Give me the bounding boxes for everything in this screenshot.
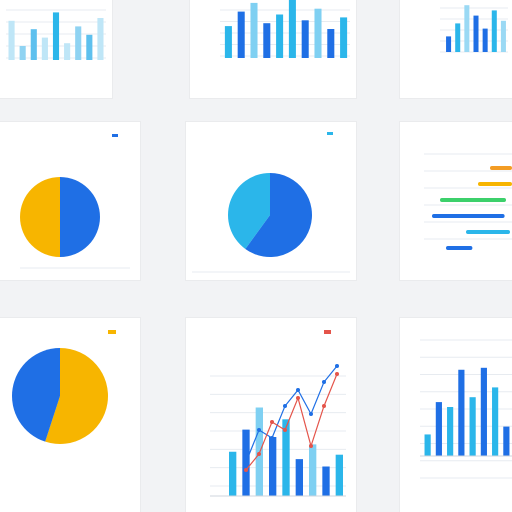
chart-9-bar	[435, 402, 442, 456]
chart-8-bar	[309, 444, 317, 496]
chart-3-bar	[491, 10, 497, 52]
chart-5	[192, 132, 350, 273]
chart-7	[12, 330, 116, 444]
chart-8-point	[270, 420, 274, 424]
pie-slice	[45, 348, 109, 444]
chart-8-point	[296, 388, 300, 392]
chart-3-bar	[473, 15, 479, 53]
chart-2-bar	[314, 8, 322, 58]
chart-2-bar	[250, 2, 258, 58]
chart-8-point	[296, 396, 300, 400]
chart-2	[220, 0, 350, 59]
chart-8-point	[257, 452, 261, 456]
chart-1-bar	[41, 37, 48, 60]
chart-1-bar	[86, 34, 93, 60]
chart-1-bar	[97, 18, 104, 60]
legend-swatch	[112, 134, 118, 137]
chart-9-bar	[492, 387, 499, 456]
chart-9-bar	[424, 434, 431, 456]
chart-6-bar	[446, 246, 473, 250]
panel-6	[400, 122, 512, 280]
panel-2	[190, 0, 356, 98]
pie-slice	[12, 348, 60, 442]
chart-8-line	[245, 373, 338, 471]
pie-slice	[20, 177, 60, 257]
chart-8-point	[283, 404, 287, 408]
chart-8-point	[322, 404, 326, 408]
panel-8	[186, 318, 356, 512]
chart-1-bar	[64, 43, 71, 60]
chart-8	[210, 330, 346, 497]
chart-8-line	[245, 365, 338, 463]
chart-3	[440, 5, 508, 53]
pie-slice	[228, 173, 270, 249]
chart-3-bar	[455, 23, 461, 52]
legend-swatch	[324, 330, 331, 334]
chart-2-bar	[340, 17, 348, 58]
chart-8-point	[270, 436, 274, 440]
panel-5	[186, 122, 356, 280]
chart-3-bar	[464, 5, 470, 52]
chart-3-bar	[446, 36, 452, 52]
chart-2-bar	[224, 26, 232, 58]
chart-9	[420, 339, 512, 479]
chart-2-bar	[301, 20, 309, 58]
panel-7	[0, 318, 140, 512]
chart-1-bar	[19, 46, 26, 60]
chart-2-bar	[263, 23, 271, 58]
chart-8-point	[309, 444, 313, 448]
chart-1-bar	[30, 29, 37, 60]
chart-9-bar	[469, 397, 476, 456]
chart-8-bar	[322, 466, 330, 496]
chart-1	[6, 9, 106, 60]
chart-9-bar	[458, 369, 465, 456]
chart-8-bar	[282, 419, 290, 496]
chart-9-bar	[447, 407, 454, 456]
pie-slice	[245, 173, 312, 257]
chart-9-bar	[503, 426, 510, 456]
chart-6-bar	[478, 182, 512, 186]
chart-1-bar	[75, 26, 82, 60]
chart-1-bar	[52, 12, 60, 60]
chart-6-bar	[490, 166, 512, 170]
panel-9	[400, 318, 512, 512]
legend-swatch	[327, 132, 333, 135]
chart-8-point	[322, 380, 326, 384]
chart-8-point	[257, 428, 261, 432]
panel-3	[400, 0, 512, 98]
chart-4	[20, 134, 130, 269]
chart-8-point	[244, 468, 248, 472]
chart-1-bar	[8, 20, 15, 60]
chart-8-point	[335, 364, 339, 368]
chart-2-bar	[237, 11, 245, 59]
pie-slice	[60, 177, 100, 257]
chart-6-bar	[432, 214, 505, 218]
chart-8-point	[335, 372, 339, 376]
chart-2-bar	[327, 29, 335, 58]
legend-swatch	[108, 330, 116, 334]
chart-6-bar	[466, 230, 510, 234]
chart-9-bar	[480, 367, 487, 456]
chart-8-point	[244, 460, 248, 464]
chart-8-bar	[335, 454, 343, 496]
chart-3-bar	[482, 28, 488, 52]
chart-6	[424, 153, 512, 250]
chart-3-bar	[500, 20, 506, 52]
chart-6-bar	[440, 198, 506, 202]
chart-8-bar	[269, 437, 277, 496]
panel-1	[0, 0, 112, 98]
chart-2-bar	[276, 14, 284, 58]
panel-4	[0, 122, 140, 280]
chart-8-point	[283, 428, 287, 432]
chart-8-bar	[229, 451, 237, 496]
chart-8-point	[309, 412, 313, 416]
chart-8-bar	[295, 459, 303, 496]
chart-2-bar	[288, 0, 296, 58]
